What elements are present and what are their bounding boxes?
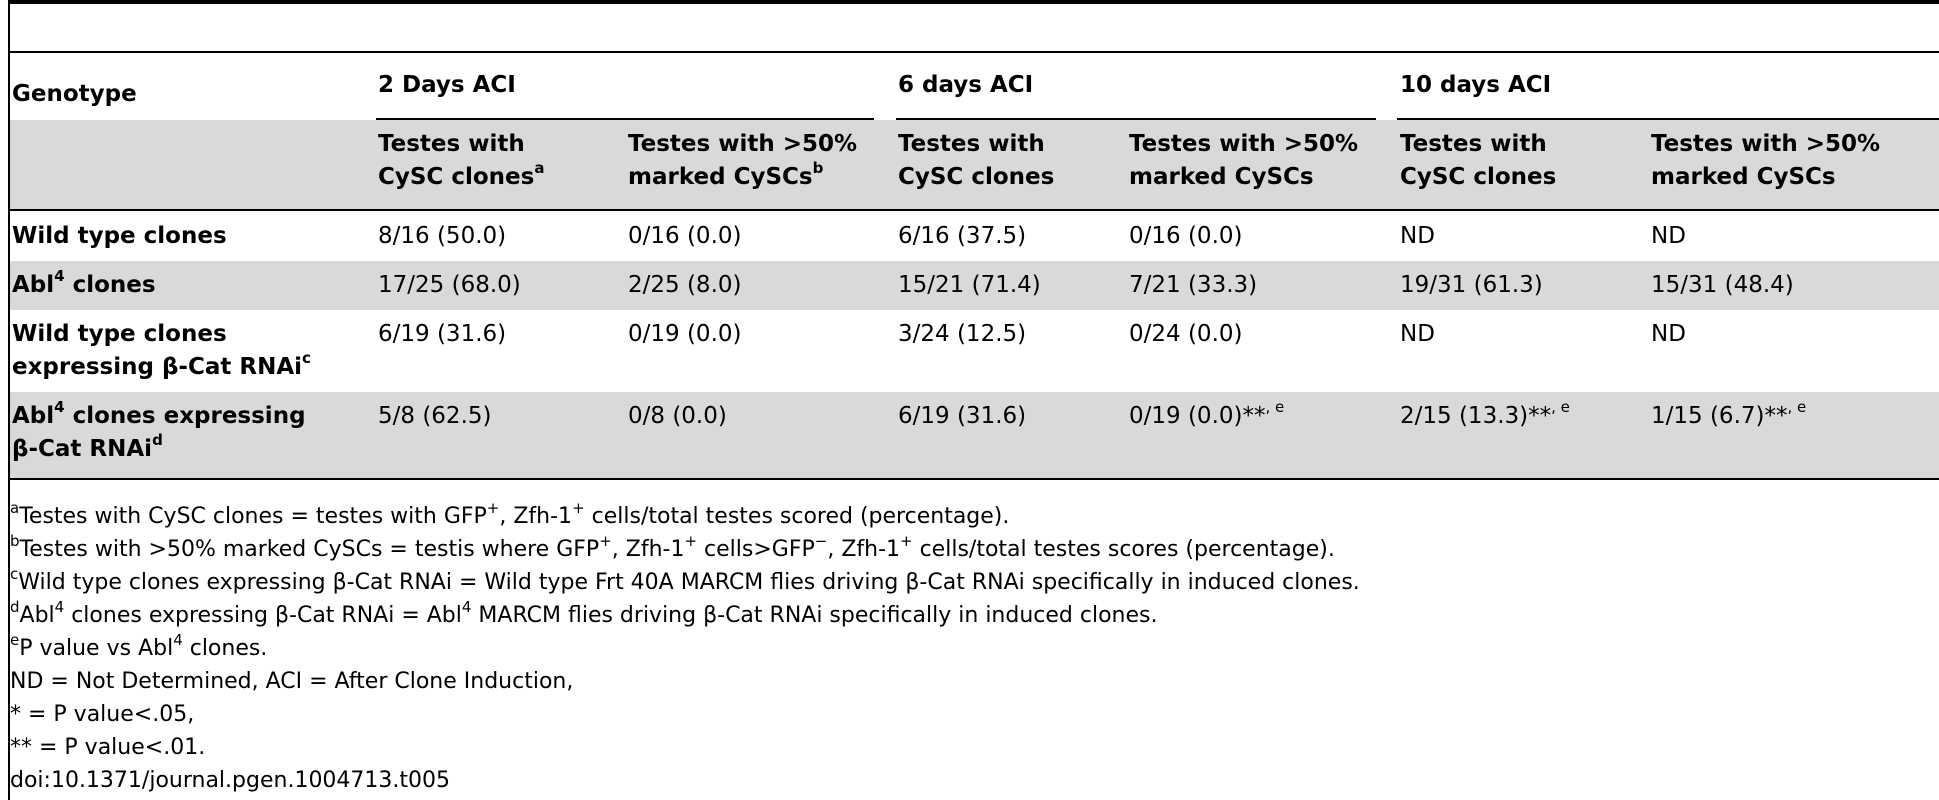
top-rule — [8, 0, 1939, 4]
table-cell: 0/24 (0.0) — [1129, 321, 1243, 347]
table-cell: 6/19 (31.6) — [898, 403, 1027, 429]
subheader-3: Testes with CySC clones — [898, 131, 1055, 190]
footnote-a: aTestes with CySC clones = testes with G… — [10, 498, 1010, 529]
left-rule — [8, 0, 10, 800]
group-header-10days: 10 days ACI — [1400, 72, 1552, 98]
table-cell: 0/16 (0.0) — [628, 223, 742, 249]
row-band-4 — [10, 392, 1939, 478]
footnote-e: eP value vs Abl4 clones. — [10, 630, 268, 661]
row-label-wild-type: Wild type clones — [12, 223, 227, 249]
table-cell: ND — [1651, 321, 1686, 347]
doi-text[interactable]: doi:10.1371/journal.pgen.1004713.t005 — [10, 768, 451, 793]
row-band-2 — [10, 261, 1939, 310]
table-cell: 1/15 (6.7)**, e — [1651, 398, 1807, 429]
table-cell: 5/8 (62.5) — [378, 403, 492, 429]
table-cell: 19/31 (61.3) — [1400, 272, 1543, 298]
row-label-abl4: Abl4 clones — [12, 267, 156, 298]
group-underline-2days — [376, 118, 874, 120]
table-cell: 0/19 (0.0)**, e — [1129, 398, 1285, 429]
footnote-nd: ND = Not Determined, ACI = After Clone I… — [10, 669, 574, 694]
footnote-d: dAbl4 clones expressing β-Cat RNAi = Abl… — [10, 597, 1158, 628]
table-cell: 2/25 (8.0) — [628, 272, 742, 298]
group-underline-10days — [1397, 118, 1939, 120]
table-cell: 8/16 (50.0) — [378, 223, 507, 249]
group-underline-6days — [896, 118, 1376, 120]
subheader-6: Testes with >50% marked CySCs — [1651, 131, 1881, 190]
footnote-b: bTestes with >50% marked CySCs = testis … — [10, 531, 1335, 562]
table-top-rule — [8, 51, 1939, 53]
footnote-star1: * = P value<.05, — [10, 702, 195, 727]
table-cell: 6/16 (37.5) — [898, 223, 1027, 249]
group-header-2days: 2 Days ACI — [378, 72, 516, 98]
table-bottom-rule — [8, 478, 1939, 480]
subheader-4: Testes with >50% marked CySCs — [1129, 131, 1359, 190]
table-cell: 0/19 (0.0) — [628, 321, 742, 347]
table-cell: 6/19 (31.6) — [378, 321, 507, 347]
row-label-abl4-bcat: Abl4 clones expressing β-Cat RNAid — [12, 398, 306, 462]
genotype-header: Genotype — [12, 81, 137, 107]
table-cell: 17/25 (68.0) — [378, 272, 521, 298]
header-bottom-rule — [10, 209, 1939, 211]
footnote-star2: ** = P value<.01. — [10, 735, 206, 760]
group-header-6days: 6 days ACI — [898, 72, 1034, 98]
table-cell: ND — [1400, 321, 1435, 347]
subheader-1: Testes with CySC clonesa — [378, 131, 545, 190]
header-band — [10, 120, 1939, 209]
table-cell: 15/21 (71.4) — [898, 272, 1041, 298]
table-cell: 7/21 (33.3) — [1129, 272, 1258, 298]
table-cell: 0/16 (0.0) — [1129, 223, 1243, 249]
table-cell: 3/24 (12.5) — [898, 321, 1027, 347]
row-label-wild-type-bcat: Wild type clones expressing β-Cat RNAic — [12, 321, 311, 380]
table-cell: 2/15 (13.3)**, e — [1400, 398, 1570, 429]
footnote-c: cWild type clones expressing β-Cat RNAi … — [10, 564, 1360, 595]
subheader-2: Testes with >50% marked CySCsb — [628, 131, 858, 190]
table-cell: ND — [1400, 223, 1435, 249]
table-cell: 0/8 (0.0) — [628, 403, 727, 429]
table-cell: ND — [1651, 223, 1686, 249]
subheader-5: Testes with CySC clones — [1400, 131, 1557, 190]
table-cell: 15/31 (48.4) — [1651, 272, 1794, 298]
